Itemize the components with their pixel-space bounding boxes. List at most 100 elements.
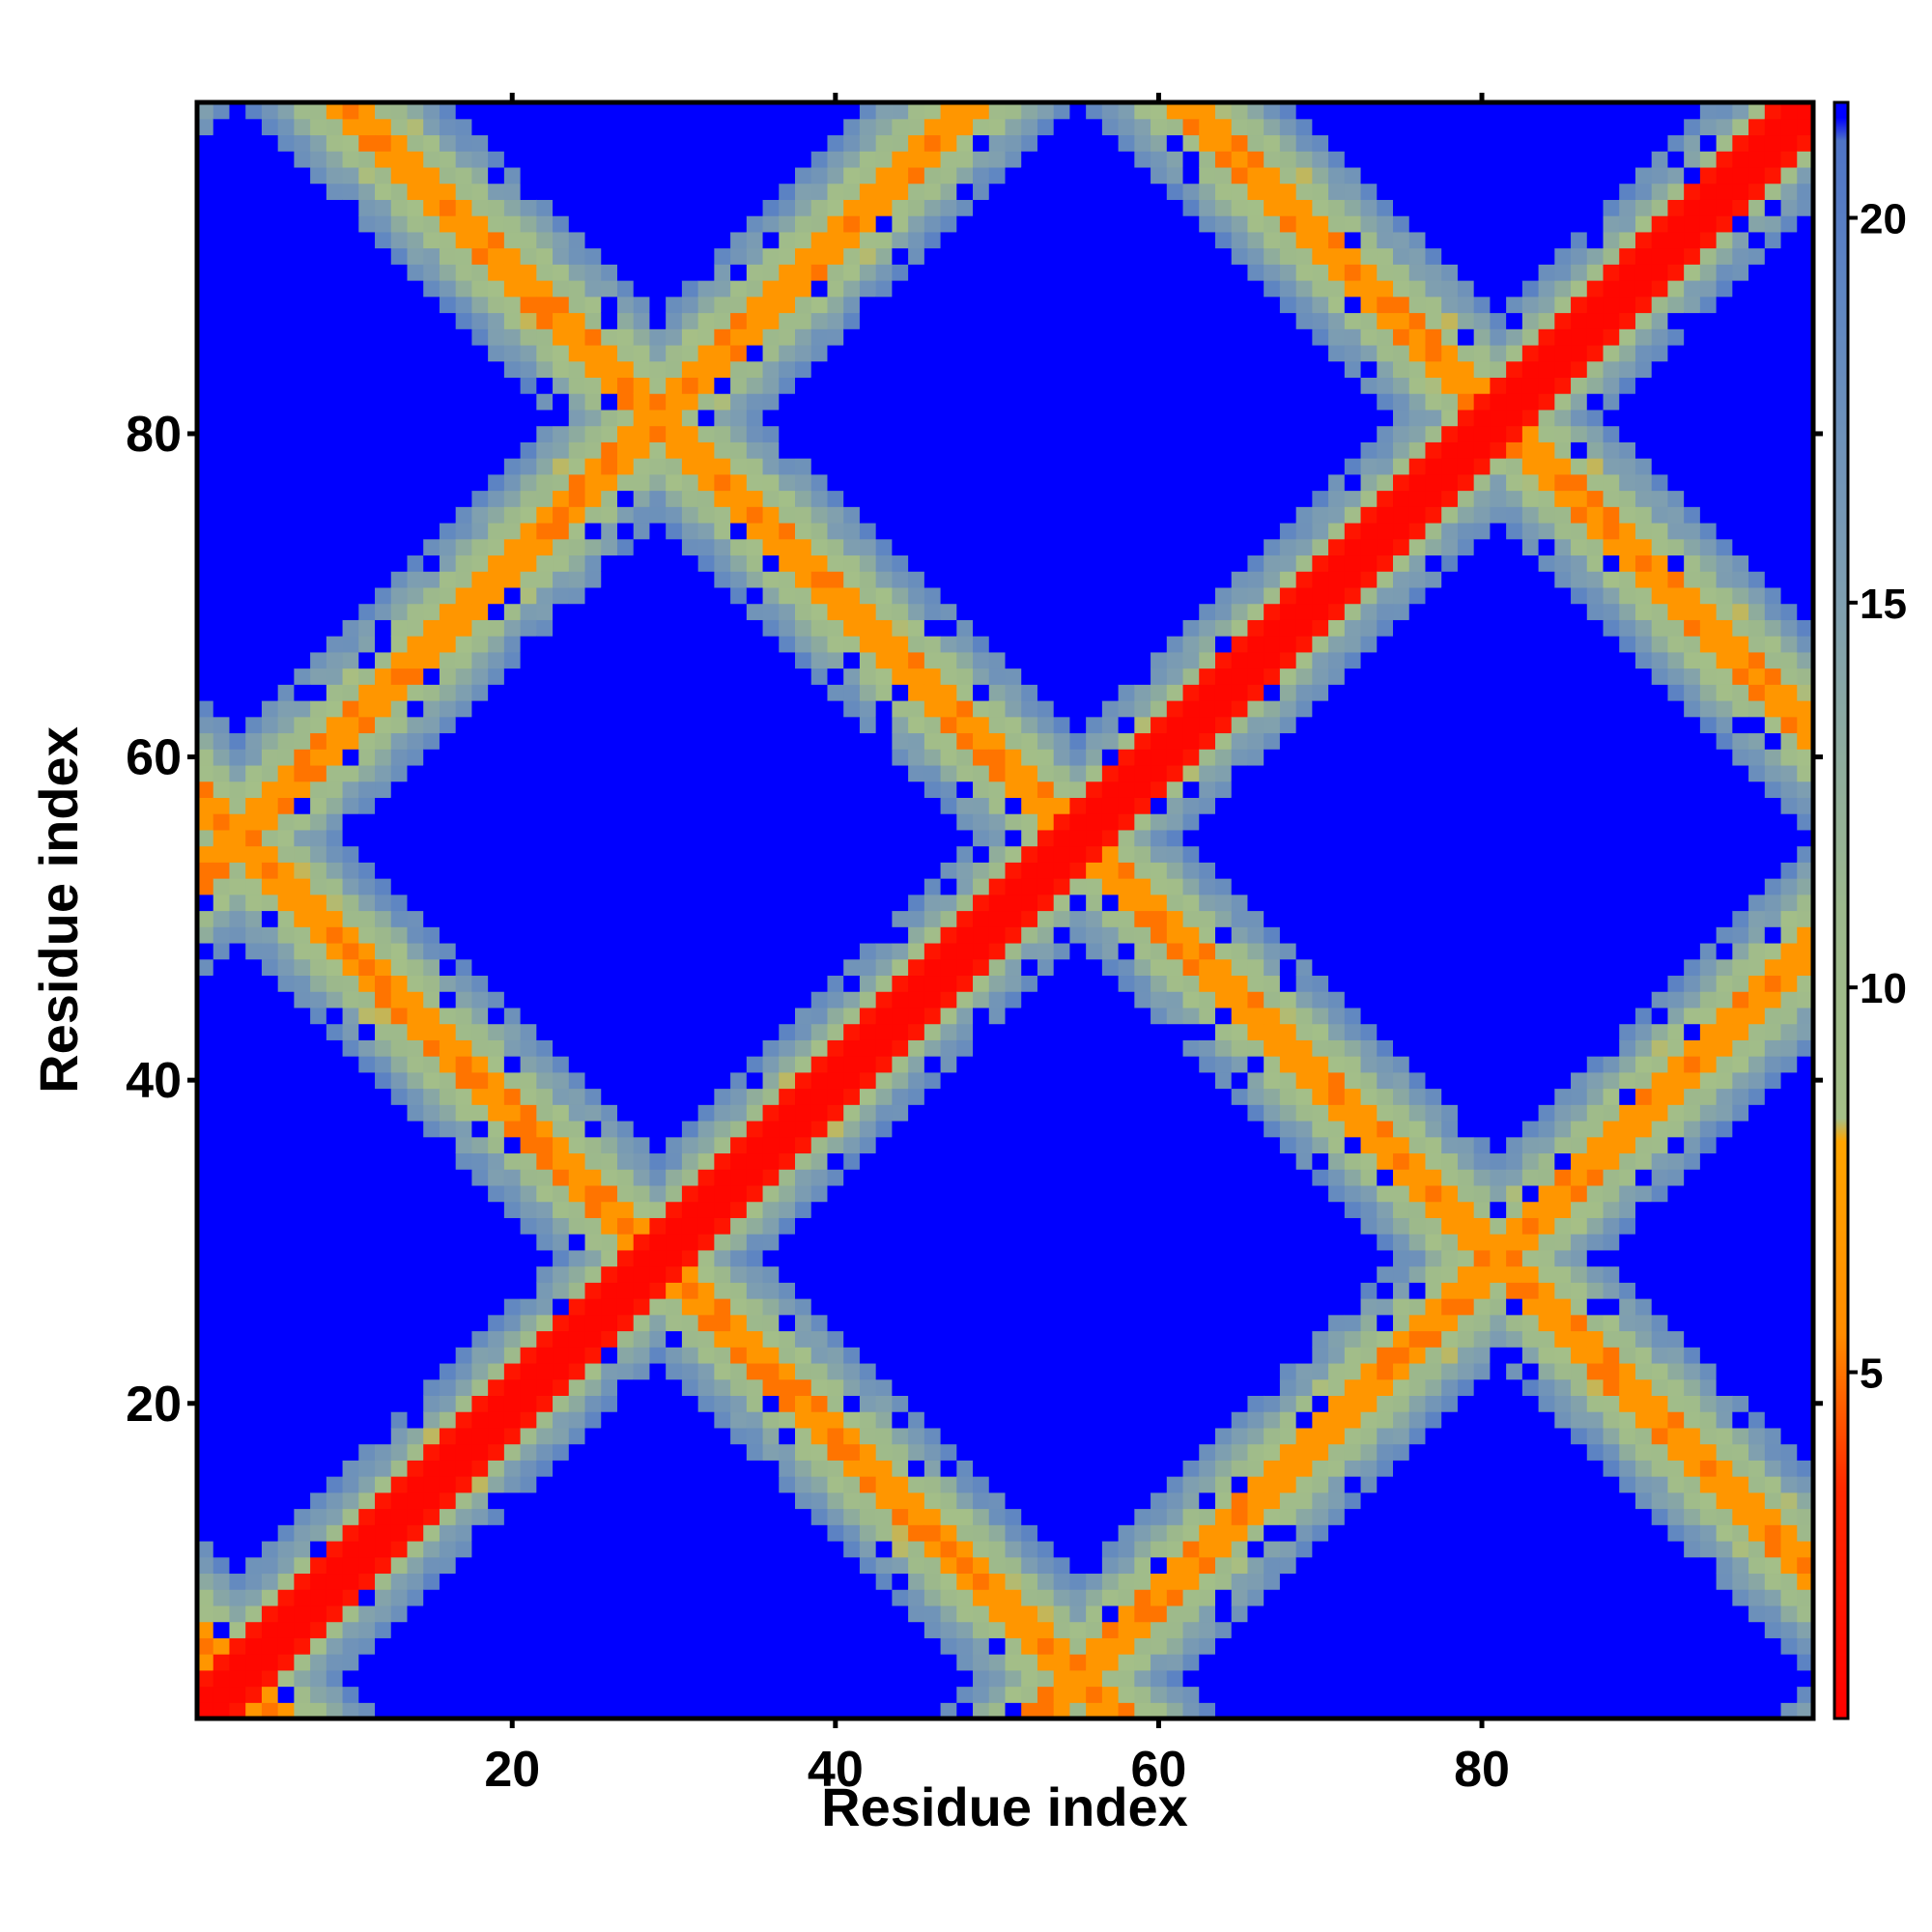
heatmap-cell (358, 668, 376, 685)
heatmap-cell (730, 1314, 748, 1332)
heatmap-cell (940, 975, 957, 992)
heatmap-cell (746, 732, 764, 750)
heatmap-cell (488, 360, 505, 379)
heatmap-cell (375, 1201, 392, 1218)
heatmap-cell (827, 813, 844, 831)
heatmap-cell (471, 1524, 489, 1542)
heatmap-cell (294, 1104, 311, 1122)
heatmap-cell (762, 296, 780, 314)
heatmap-cell (503, 1411, 522, 1429)
heatmap-cell (536, 554, 554, 572)
heatmap-cell (892, 1314, 909, 1332)
heatmap-cell (536, 1427, 554, 1445)
heatmap-cell (423, 749, 440, 766)
heatmap-cell (795, 1573, 812, 1590)
heatmap-cell (390, 166, 409, 185)
heatmap-cell (973, 1378, 990, 1396)
heatmap-cell (229, 1152, 246, 1170)
heatmap-cell (633, 1556, 651, 1575)
heatmap-cell (326, 1492, 344, 1510)
heatmap-cell (859, 1492, 877, 1510)
heatmap-cell (261, 813, 279, 831)
heatmap-cell (503, 1460, 522, 1477)
heatmap-cell (294, 668, 311, 685)
heatmap-cell (892, 749, 909, 766)
heatmap-cell (358, 619, 376, 637)
heatmap-cell (875, 1104, 893, 1122)
heatmap-cell (520, 1184, 537, 1203)
heatmap-cell (730, 1330, 748, 1348)
heatmap-cell (973, 700, 990, 718)
heatmap-cell (843, 1298, 861, 1316)
heatmap-cell (730, 829, 748, 847)
heatmap-cell (730, 1460, 748, 1477)
heatmap-cell (923, 1427, 942, 1445)
heatmap-cell (423, 1395, 440, 1412)
heatmap-cell (875, 1476, 893, 1493)
heatmap-cell (956, 958, 974, 977)
heatmap-cell (795, 1702, 812, 1719)
heatmap-cell (471, 1039, 489, 1057)
heatmap-cell (375, 134, 392, 152)
heatmap-cell (940, 1120, 957, 1138)
heatmap-cell (390, 636, 409, 653)
heatmap-cell (779, 926, 796, 944)
heatmap-cell (342, 425, 359, 442)
heatmap-cell (730, 473, 748, 492)
heatmap-cell (568, 910, 586, 927)
heatmap-cell (229, 1088, 246, 1105)
heatmap-cell (261, 716, 279, 734)
heatmap-cell (277, 183, 295, 200)
heatmap-cell (423, 1039, 440, 1057)
heatmap-cell (553, 538, 570, 556)
heatmap-cell (843, 151, 861, 168)
heatmap-cell (746, 668, 764, 685)
heatmap-cell (455, 958, 473, 977)
heatmap-cell (536, 781, 554, 798)
heatmap-cell (633, 894, 651, 912)
heatmap-cell (213, 360, 231, 379)
heatmap-cell (294, 975, 311, 992)
heatmap-cell (310, 1056, 327, 1073)
heatmap-cell (471, 749, 489, 766)
heatmap-cell (488, 603, 505, 620)
heatmap-cell (859, 1378, 877, 1396)
heatmap-cell (795, 749, 812, 766)
heatmap-cell (795, 344, 812, 362)
heatmap-cell (407, 651, 424, 669)
heatmap-cell (342, 1184, 359, 1203)
heatmap-cell (956, 118, 974, 136)
heatmap-cell (375, 118, 392, 136)
heatmap-cell (827, 797, 844, 814)
heatmap-cell (439, 1443, 457, 1461)
heatmap-cell (342, 554, 359, 572)
heatmap-cell (407, 1524, 424, 1542)
heatmap-cell (827, 1201, 844, 1218)
heatmap-cell (973, 1184, 990, 1203)
heatmap-cell (633, 183, 651, 200)
heatmap-cell (746, 1702, 764, 1719)
heatmap-cell (390, 1265, 409, 1283)
heatmap-cell (616, 1637, 635, 1655)
heatmap-cell (697, 1605, 715, 1623)
heatmap-cell (762, 1104, 780, 1122)
heatmap-cell (923, 1347, 942, 1364)
heatmap-cell (908, 781, 925, 798)
heatmap-cell (584, 458, 602, 475)
heatmap-cell (277, 668, 295, 685)
heatmap-cell (616, 684, 635, 701)
heatmap-cell (197, 1056, 214, 1073)
heatmap-cell (973, 1265, 990, 1283)
heatmap-cell (503, 1217, 522, 1235)
heatmap-cell (746, 328, 764, 346)
heatmap-cell (633, 975, 651, 992)
heatmap-cell (520, 619, 537, 637)
heatmap-cell (520, 264, 537, 281)
heatmap-cell (633, 1621, 651, 1638)
heatmap-cell (601, 1621, 618, 1638)
heatmap-cell (601, 1637, 618, 1655)
heatmap-cell (326, 1217, 344, 1235)
heatmap-cell (827, 1104, 844, 1122)
heatmap-cell (553, 1071, 570, 1090)
heatmap-cells (197, 102, 1814, 1719)
